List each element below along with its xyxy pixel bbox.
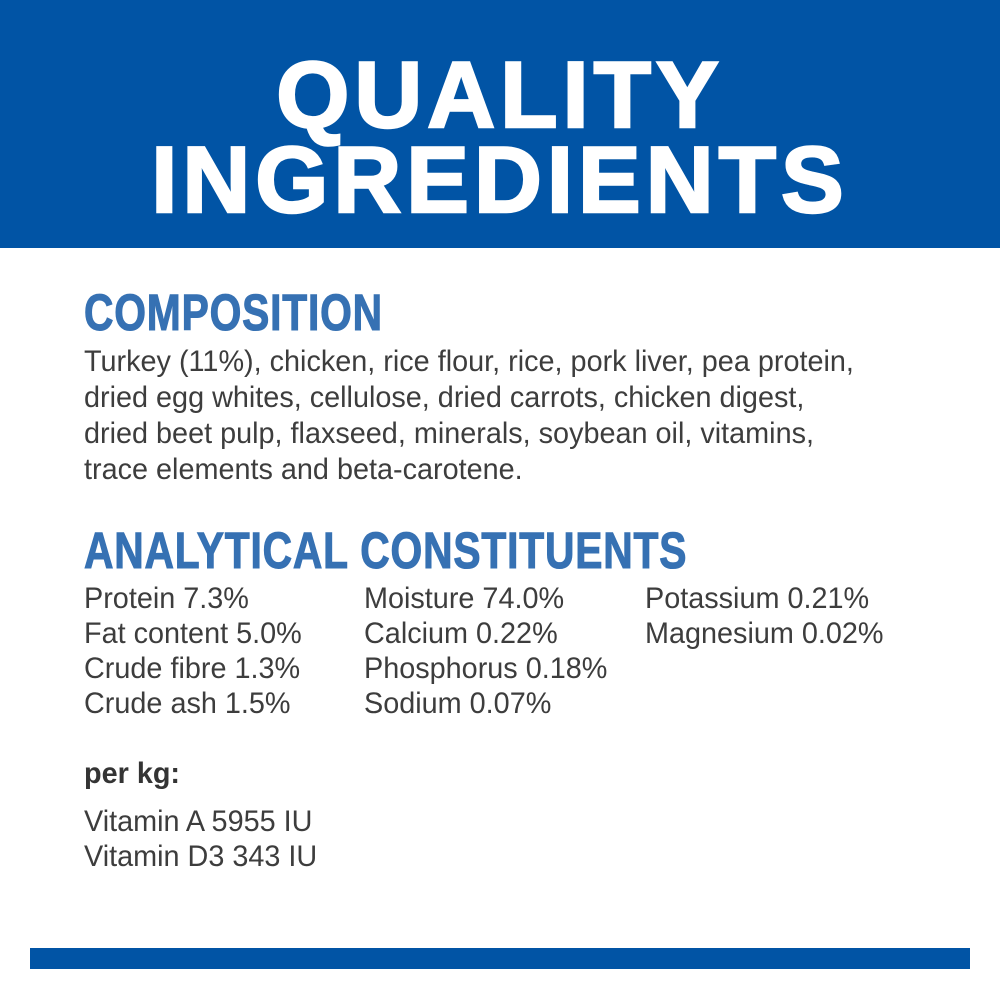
composition-line: dried egg whites, cellulose, dried carro… <box>84 381 805 414</box>
analytical-column-1: Protein 7.3% Fat content 5.0% Crude fibr… <box>84 581 302 721</box>
analytical-item: Crude ash 1.5% <box>84 687 291 720</box>
header-banner: QUALITY INGREDIENTS <box>0 0 1000 248</box>
page-title-line-1: QUALITY <box>275 42 724 147</box>
page-title: QUALITY INGREDIENTS <box>0 0 1000 232</box>
analytical-item: Fat content 5.0% <box>84 617 302 650</box>
analytical-item: Protein 7.3% <box>84 582 249 615</box>
footer-bar <box>30 948 970 969</box>
analytical-item: Phosphorus 0.18% <box>364 652 608 685</box>
analytical-column-3: Potassium 0.21% Magnesium 0.02% <box>645 581 884 651</box>
composition-text: Turkey (11%), chicken, rice flour, rice,… <box>84 344 854 488</box>
analytical-item: Magnesium 0.02% <box>645 617 884 650</box>
analytical-constituents-heading: ANALYTICAL CONSTITUENTS <box>84 521 688 579</box>
analytical-item: Moisture 74.0% <box>364 582 565 615</box>
vitamin-list: Vitamin A 5955 IU Vitamin D3 343 IU <box>84 804 317 874</box>
composition-line: dried beet pulp, flaxseed, minerals, soy… <box>84 417 814 450</box>
vitamin-item: Vitamin A 5955 IU <box>84 805 313 838</box>
analytical-column-2: Moisture 74.0% Calcium 0.22% Phosphorus … <box>364 581 607 721</box>
composition-line: Turkey (11%), chicken, rice flour, rice,… <box>84 345 854 378</box>
analytical-item: Potassium 0.21% <box>645 582 870 615</box>
composition-heading: COMPOSITION <box>84 283 383 341</box>
analytical-item: Crude fibre 1.3% <box>84 652 301 685</box>
per-kg-label: per kg: <box>84 757 181 790</box>
analytical-item: Sodium 0.07% <box>364 687 552 720</box>
composition-line: trace elements and beta-carotene. <box>84 453 523 486</box>
page-title-line-2: INGREDIENTS <box>150 127 849 232</box>
vitamin-item: Vitamin D3 343 IU <box>84 840 318 873</box>
analytical-item: Calcium 0.22% <box>364 617 558 650</box>
